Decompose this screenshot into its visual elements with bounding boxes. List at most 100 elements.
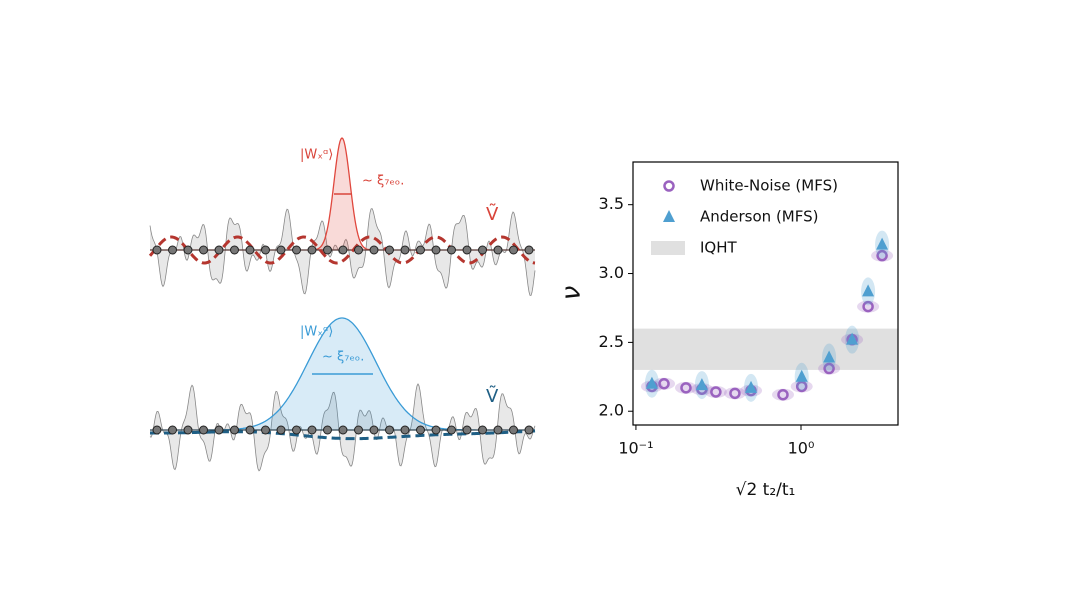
lattice-site: [509, 245, 518, 255]
lattice-site: [261, 245, 270, 255]
lattice-site: [369, 245, 379, 255]
legend-marker: [663, 210, 675, 222]
y-tick-label: 2.0: [599, 401, 624, 420]
lattice-site: [462, 425, 472, 435]
lattice-site: [478, 245, 487, 255]
lattice-site: [292, 245, 301, 255]
lattice-site: [214, 425, 224, 435]
point: [777, 388, 789, 401]
lattice-site: [323, 425, 332, 435]
legend-label: Anderson (MFS): [700, 208, 818, 226]
lattice-site: [168, 245, 177, 255]
point: [710, 386, 722, 398]
point: [795, 369, 808, 382]
point: [645, 376, 658, 389]
lattice-site: [447, 425, 456, 435]
lattice-site: [230, 425, 239, 435]
smoothed-potential: [148, 235, 536, 265]
point: [876, 237, 889, 250]
lattice-site: [323, 245, 332, 255]
lattice-site: [493, 245, 503, 255]
distribution: [674, 381, 697, 394]
lattice-site: [509, 425, 518, 435]
lattice-site: [431, 245, 441, 255]
lattice-site: [524, 245, 534, 255]
lattice-site: [245, 245, 255, 255]
lattice-site: [478, 425, 487, 435]
y-tick-label: 3.5: [599, 194, 624, 213]
width-label: ~ ξ₇ₑₒ.: [362, 174, 404, 189]
x-tick-label: 10⁰: [788, 439, 815, 458]
lattice-site: [400, 245, 410, 255]
lattice-site: [354, 245, 363, 255]
lattice-site: [447, 245, 456, 255]
lattice-site: [168, 425, 177, 435]
lattice-site: [199, 425, 208, 435]
point: [680, 382, 692, 394]
lattice-site: [338, 245, 348, 255]
point: [795, 380, 808, 393]
lattice-site: [400, 425, 410, 435]
lattice-site: [199, 245, 208, 255]
plot: 2.0 2.5 3.0 3.5 10⁻¹ 10⁰ √2 t₂/t₁ ν White-Noise …: [557, 161, 899, 500]
legend-marker: [663, 180, 675, 192]
lattice-site: [261, 425, 270, 435]
legend-label: White-Noise (MFS): [700, 177, 838, 195]
x-tick-label: 10⁻¹: [618, 439, 653, 458]
lattice-site: [230, 245, 239, 255]
lattice-site: [183, 425, 193, 435]
lattice-site: [292, 425, 301, 435]
legend-band: [651, 241, 685, 255]
distribution: [857, 300, 880, 313]
point: [658, 377, 670, 390]
lattice-site: [369, 425, 379, 435]
lattice-site: [276, 425, 286, 435]
lattice-site: [152, 425, 162, 435]
lattice-site: [524, 425, 534, 435]
y-tick-label: 2.5: [599, 332, 624, 351]
lattice-site: [416, 425, 425, 435]
legend-label: IQHT: [700, 239, 738, 257]
lattice-site: [338, 425, 348, 435]
distribution: [723, 387, 746, 400]
y-axis-label: ν: [557, 286, 587, 301]
potential-label: Ṽ: [486, 385, 499, 407]
state-label: |Wₓᵅ⟩: [300, 325, 333, 340]
lattice-site: [307, 425, 317, 435]
lattice-site: [431, 425, 441, 435]
illustration: [148, 137, 536, 472]
lattice-site: [354, 425, 363, 435]
distribution: [790, 380, 813, 393]
lattice-site: [385, 245, 394, 255]
distribution: [653, 377, 676, 390]
lattice-site: [416, 245, 425, 255]
lattice-site: [183, 245, 193, 255]
lattice-site: [385, 425, 394, 435]
point: [823, 362, 835, 375]
point: [876, 249, 888, 262]
lattice-site: [493, 425, 503, 435]
lattice-site: [276, 245, 286, 255]
distribution: [818, 362, 841, 375]
point: [823, 350, 836, 363]
point: [862, 300, 874, 313]
axes-frame: [632, 161, 899, 426]
lattice-site: [462, 245, 472, 255]
point: [846, 332, 859, 345]
x-axis-label: √2 t₂/t₁: [736, 480, 796, 500]
smoothed-potential: [150, 429, 536, 441]
lattice-site: [307, 245, 317, 255]
point: [695, 378, 708, 391]
distribution: [871, 249, 894, 262]
distribution: [771, 388, 794, 401]
lattice-site: [152, 245, 162, 255]
width-label: ~ ξ₇ₑₒ.: [322, 350, 364, 365]
point: [862, 284, 875, 297]
potential-label: Ṽ: [486, 203, 499, 225]
point: [729, 387, 741, 400]
lattice-site: [214, 245, 224, 255]
potential-curve: [149, 383, 536, 472]
state-label: |Wₓᵅ⟩: [300, 148, 333, 163]
lattice-site: [245, 425, 255, 435]
